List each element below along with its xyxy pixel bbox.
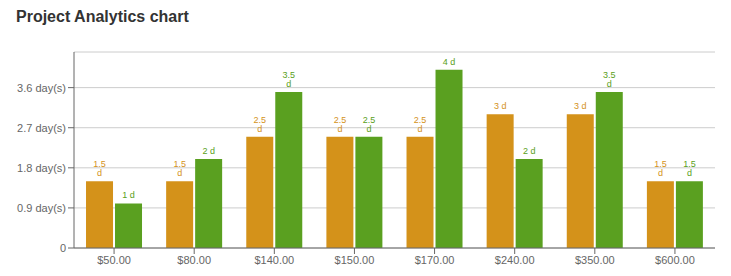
svg-text:$240.00: $240.00	[495, 254, 535, 266]
svg-text:2 d: 2 d	[202, 146, 215, 156]
svg-text:$80.00: $80.00	[177, 254, 211, 266]
svg-text:2.5d: 2.5d	[334, 115, 347, 134]
svg-text:1.5d: 1.5d	[683, 159, 696, 178]
svg-text:2 d: 2 d	[523, 146, 536, 156]
svg-text:3.5d: 3.5d	[603, 70, 616, 89]
svg-text:$170.00: $170.00	[415, 254, 455, 266]
svg-text:3 d: 3 d	[494, 101, 507, 111]
svg-text:0: 0	[60, 242, 66, 254]
svg-text:1 d: 1 d	[122, 190, 135, 200]
svg-text:$350.00: $350.00	[575, 254, 615, 266]
svg-text:1.8 day(s): 1.8 day(s)	[17, 162, 66, 174]
svg-text:$600.00: $600.00	[655, 254, 695, 266]
svg-text:3 d: 3 d	[574, 101, 587, 111]
svg-text:1.5d: 1.5d	[93, 159, 106, 178]
svg-text:3.5d: 3.5d	[283, 70, 296, 89]
svg-text:1.5d: 1.5d	[173, 159, 186, 178]
svg-text:1.5d: 1.5d	[654, 159, 667, 178]
svg-text:4 d: 4 d	[443, 57, 456, 67]
svg-text:2.5d: 2.5d	[254, 115, 267, 134]
svg-text:2.5d: 2.5d	[414, 115, 427, 134]
svg-text:$50.00: $50.00	[97, 254, 131, 266]
svg-text:$140.00: $140.00	[254, 254, 294, 266]
html-text:Project Analytics chart: Project Analytics chart	[16, 8, 189, 25]
svg-text:0.9 day(s): 0.9 day(s)	[17, 202, 66, 214]
svg-text:3.6 day(s): 3.6 day(s)	[17, 82, 66, 94]
svg-text:2.5d: 2.5d	[363, 115, 376, 134]
svg-text:2.7 day(s): 2.7 day(s)	[17, 122, 66, 134]
svg-text:$150.00: $150.00	[335, 254, 375, 266]
